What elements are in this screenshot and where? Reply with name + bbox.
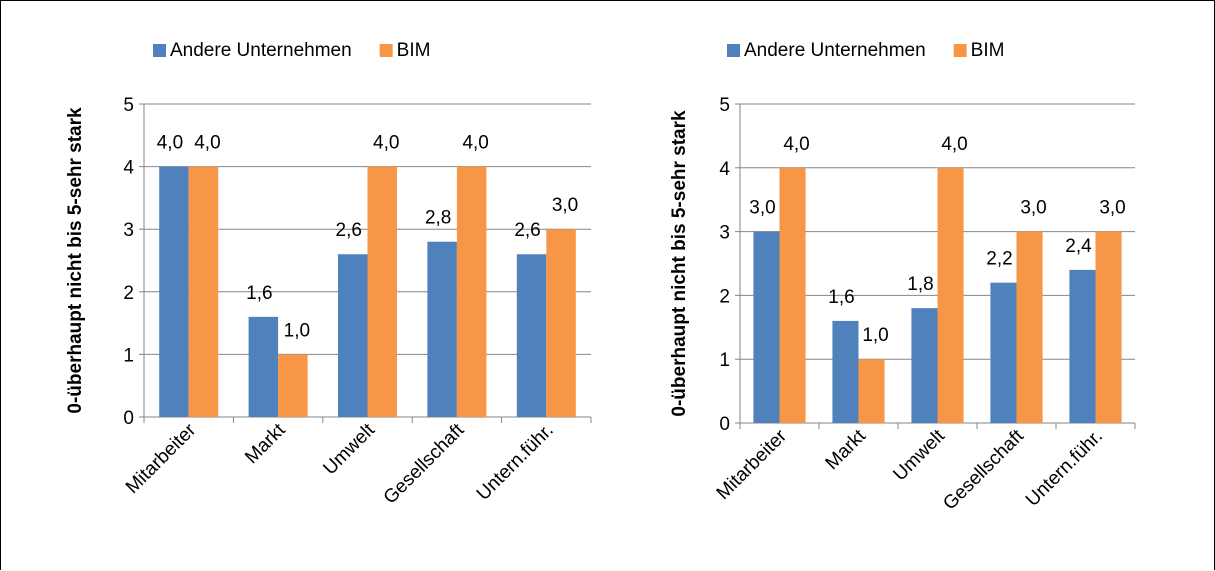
bar (159, 166, 189, 417)
y-tick-label: 1 (719, 350, 730, 371)
bar (779, 167, 806, 423)
data-label: 4,0 (783, 134, 809, 155)
data-label: 1,0 (862, 325, 888, 346)
bar (278, 354, 308, 417)
bar (911, 308, 938, 423)
bar-chart-right: 0 1 2 3 4 5 3,0 1,6 1,8 2,2 2,4 4,0 1,0 4,0 3,0 3,0 Mita… (669, 40, 1136, 514)
data-label: 3,0 (1020, 198, 1046, 219)
legend-label: Andere Unternehmen (744, 40, 926, 61)
legend-label: BIM (971, 40, 1005, 61)
x-category-label: Umwelt (319, 419, 379, 479)
x-category-label: Mitarbeiter (713, 425, 792, 504)
data-label: 2,6 (514, 220, 540, 241)
data-label: 2,2 (986, 249, 1012, 270)
x-category-label: Markt (241, 419, 290, 468)
data-label: 4,0 (194, 133, 220, 154)
bar (1069, 269, 1096, 423)
bar (753, 231, 780, 423)
x-category-label: Mitarbeiter (122, 419, 201, 498)
bar (427, 241, 457, 417)
data-label: 3,0 (749, 198, 775, 219)
bar (456, 166, 487, 417)
y-axis-title: 0-überhaupt nicht bis 5-sehr stark (669, 110, 690, 417)
data-label: 3,0 (1099, 198, 1125, 219)
bar (832, 320, 859, 423)
bar (367, 166, 398, 417)
data-label: 4,0 (373, 133, 399, 154)
bar (1016, 231, 1043, 423)
y-tick-label: 3 (719, 223, 730, 244)
legend-swatch (153, 44, 166, 57)
legend-swatch (379, 44, 393, 57)
data-label: 4,0 (157, 133, 183, 154)
y-tick-label: 2 (719, 286, 730, 307)
data-label: 1,0 (284, 320, 310, 341)
data-label: 4,0 (941, 134, 967, 155)
y-tick-label: 2 (123, 283, 134, 304)
data-label: 2,8 (425, 208, 451, 229)
x-category-label: Untern.führ. (473, 420, 558, 505)
bar (937, 167, 964, 423)
legend-swatch (953, 44, 967, 57)
x-category-label: Markt (822, 425, 871, 474)
chart-panel-left: 0 1 2 3 4 5 4,0 1,6 2,6 2,8 2,6 4,0 1,0 4,0 4,0 3,0 Mita… (0, 0, 610, 570)
data-label: 4,0 (462, 133, 488, 154)
legend-label: BIM (397, 40, 431, 61)
x-category-label: Umwelt (889, 425, 949, 485)
y-tick-label: 3 (123, 220, 134, 241)
data-label: 1,8 (907, 274, 933, 295)
chart-panel-right: 0 1 2 3 4 5 3,0 1,6 1,8 2,2 2,4 4,0 1,0 4,0 3,0 3,0 Mita… (610, 0, 1215, 570)
data-label: 1,6 (246, 283, 272, 304)
y-tick-label: 4 (719, 159, 730, 180)
y-tick-label: 5 (123, 95, 134, 116)
bar (1095, 231, 1122, 423)
bar (188, 166, 219, 417)
data-label: 2,6 (336, 220, 362, 241)
bar (516, 254, 547, 417)
data-label: 3,0 (552, 195, 578, 216)
y-tick-label: 1 (123, 345, 134, 366)
data-label: 1,6 (828, 287, 854, 308)
x-category-label: Untern.führ. (1022, 426, 1107, 511)
bar (337, 254, 368, 417)
x-category-label: Gesellschaft (939, 425, 1028, 514)
legend-label: Andere Unternehmen (170, 40, 352, 61)
bar (858, 359, 885, 423)
bar (990, 282, 1017, 423)
y-tick-label: 0 (719, 414, 730, 435)
legend-swatch (727, 44, 740, 57)
y-tick-label: 5 (719, 95, 730, 116)
bar (248, 316, 279, 417)
y-axis-title: 0-überhaupt nicht bis 5-sehr stark (65, 107, 86, 414)
x-category-label: Gesellschaft (380, 419, 469, 508)
bar-chart-left: 0 1 2 3 4 5 4,0 1,6 2,6 2,8 2,6 4,0 1,0 4,0 4,0 3,0 Mita… (65, 40, 592, 508)
data-label: 2,4 (1065, 236, 1092, 257)
y-tick-label: 4 (123, 158, 134, 179)
bar (546, 229, 576, 417)
y-tick-label: 0 (123, 408, 134, 429)
